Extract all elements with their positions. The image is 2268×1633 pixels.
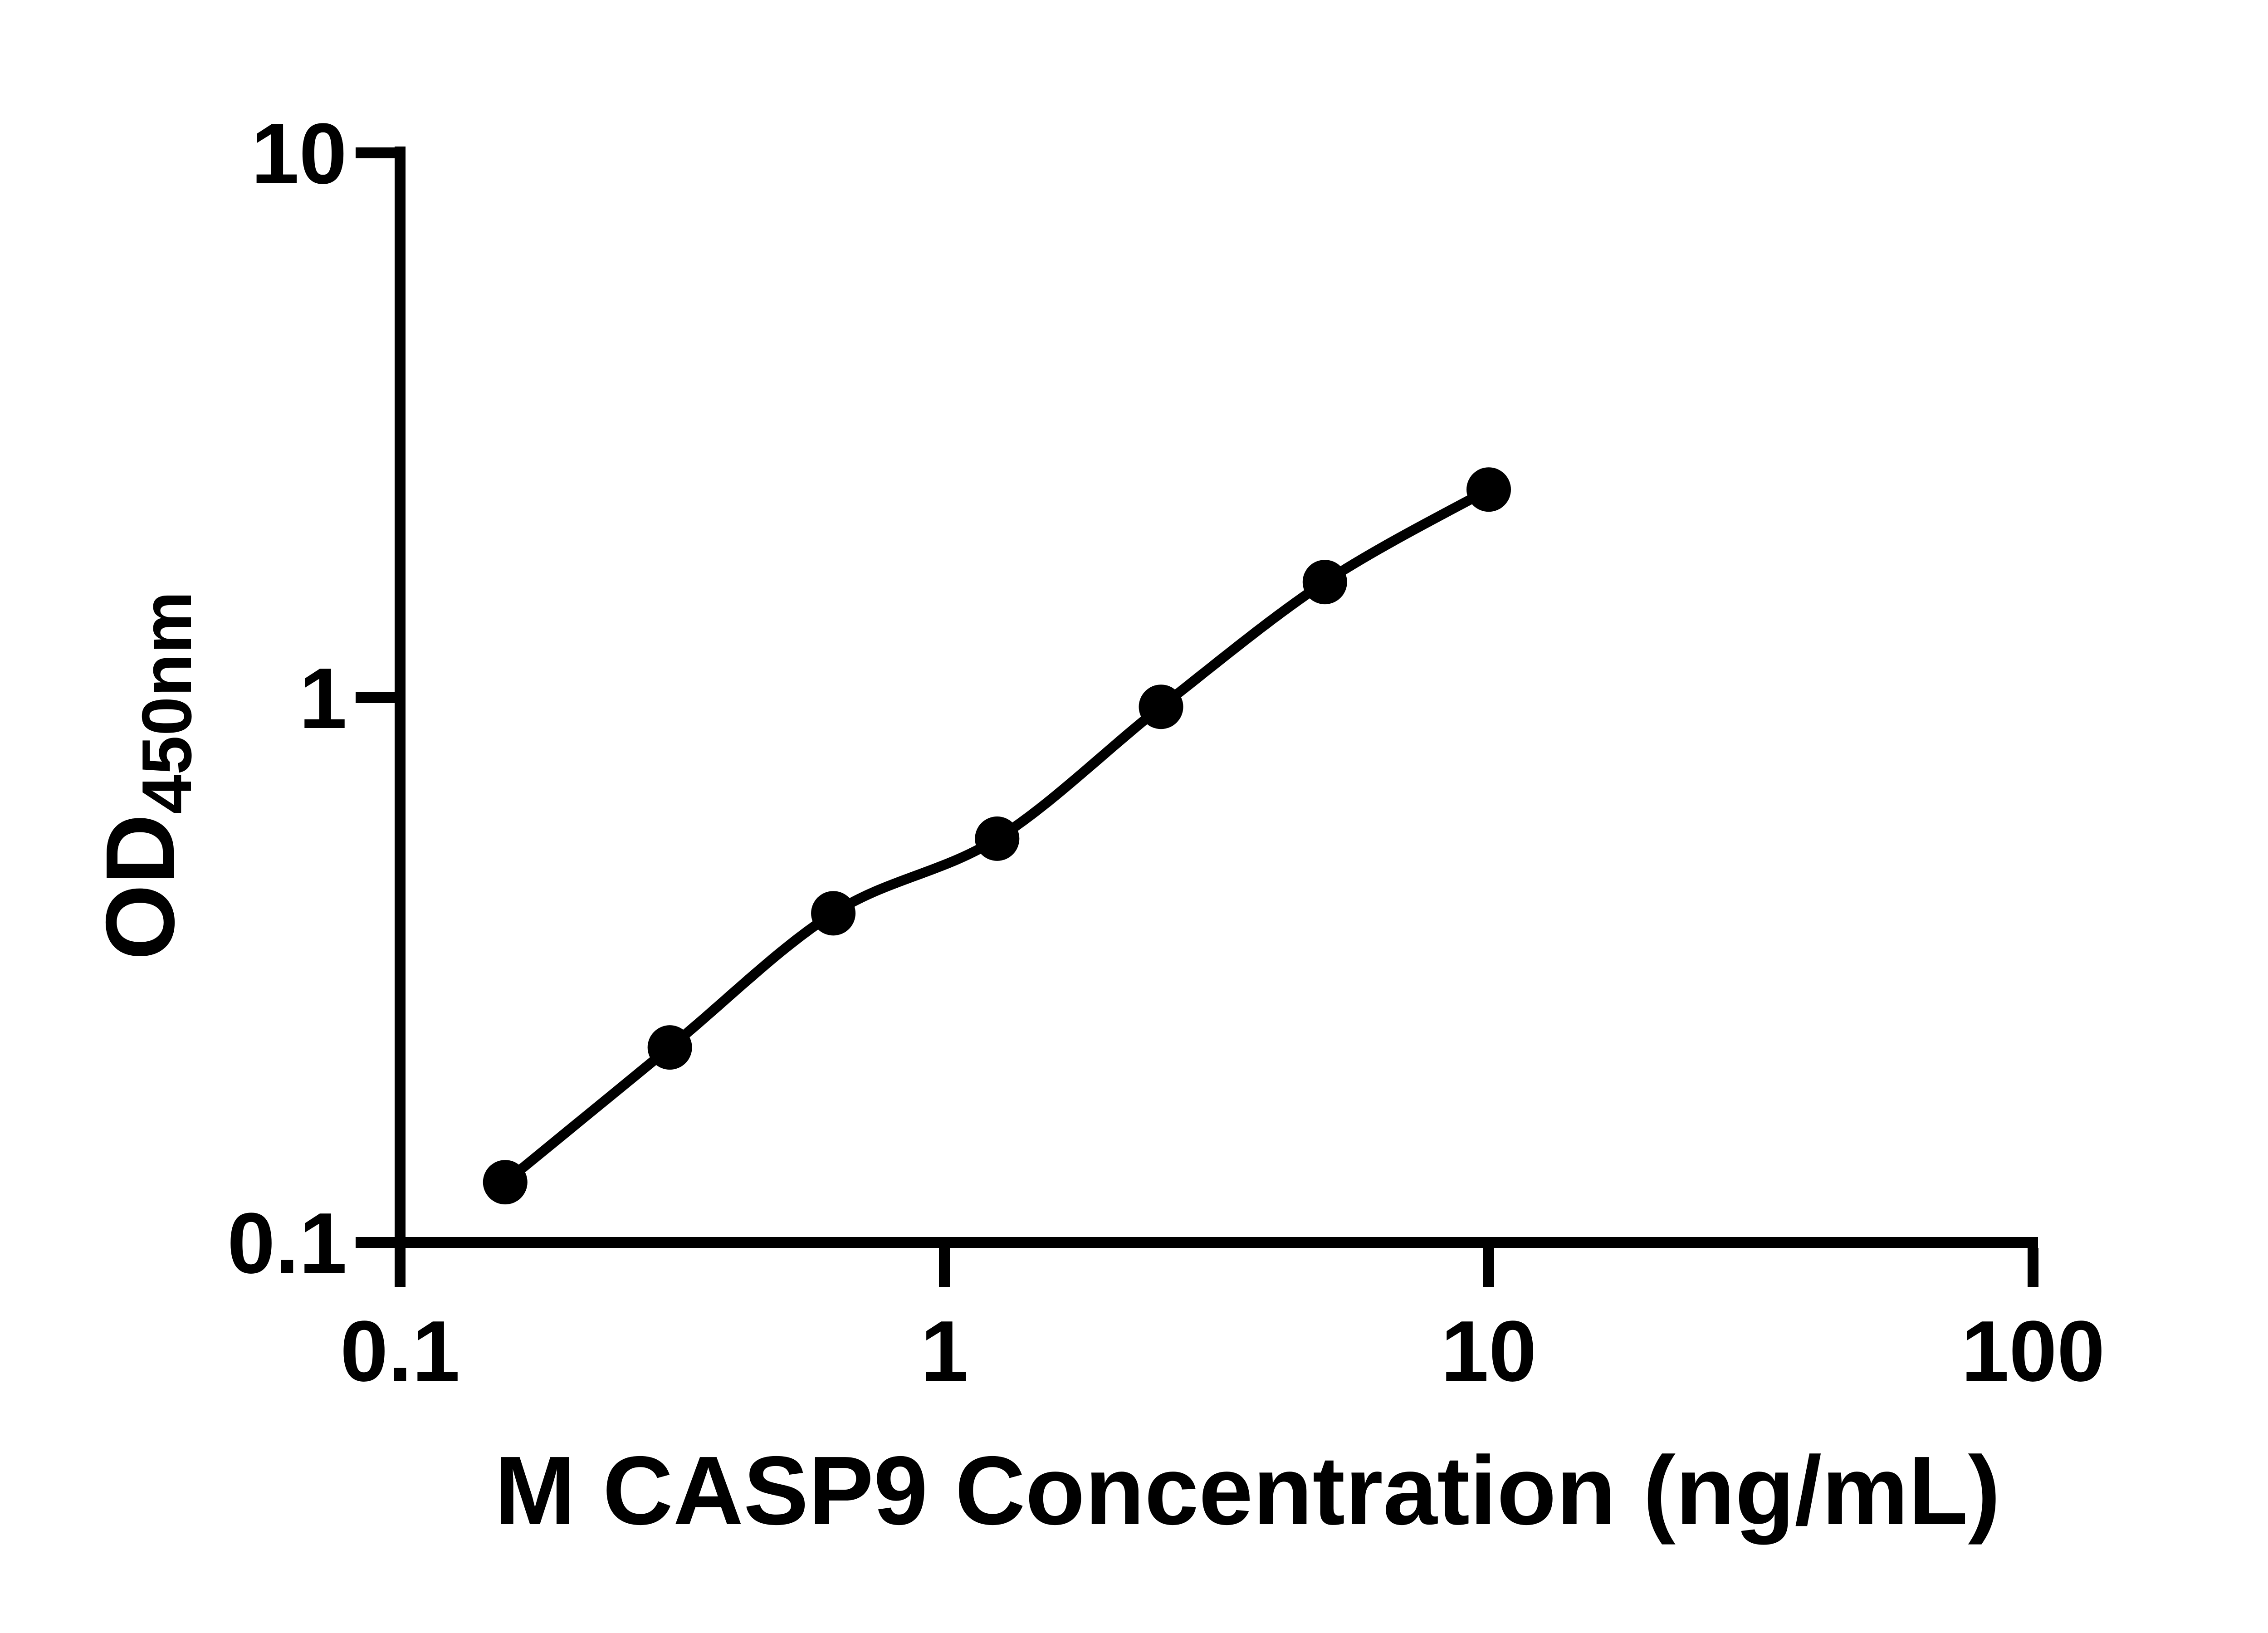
data-point xyxy=(1139,684,1183,729)
x-tick xyxy=(2028,1248,2038,1287)
y-tick-label: 10 xyxy=(251,106,347,202)
data-point xyxy=(811,891,856,936)
x-tick xyxy=(1483,1248,1494,1287)
x-axis-ticks xyxy=(395,1248,2038,1287)
x-axis-tick-labels: 0.1 1 10 100 xyxy=(340,1303,2105,1399)
x-tick-label: 100 xyxy=(1961,1303,2105,1399)
x-axis-title: M CASP9 Concentration (ng/mL) xyxy=(494,1436,2001,1545)
y-tick-label: 0.1 xyxy=(227,1195,347,1291)
x-tick-label: 10 xyxy=(1441,1303,1536,1399)
x-axis: 0.1 1 10 100 xyxy=(340,1237,2105,1399)
y-tick-label: 1 xyxy=(299,650,347,747)
x-tick xyxy=(395,1248,406,1287)
data-point xyxy=(483,1160,528,1205)
data-point xyxy=(647,1025,692,1070)
data-points xyxy=(483,467,1511,1205)
x-tick-label: 0.1 xyxy=(340,1303,460,1399)
y-tick xyxy=(356,1237,395,1248)
x-tick-label: 1 xyxy=(920,1303,968,1399)
x-tick xyxy=(939,1248,950,1287)
y-axis-title-sub: 450nm xyxy=(127,591,206,814)
y-tick xyxy=(356,692,395,703)
y-axis-line xyxy=(395,147,406,1248)
data-point xyxy=(1302,560,1347,605)
y-axis: 0.1 1 10 xyxy=(227,106,406,1291)
data-point xyxy=(1466,467,1511,512)
y-axis-ticks xyxy=(356,147,395,1248)
y-axis-title-main: OD xyxy=(85,814,195,960)
x-axis-line xyxy=(395,1237,2038,1248)
data-point xyxy=(975,816,1020,861)
y-axis-tick-labels: 0.1 1 10 xyxy=(227,106,347,1291)
y-tick xyxy=(356,147,395,158)
y-axis-title: OD450nm xyxy=(85,591,206,960)
